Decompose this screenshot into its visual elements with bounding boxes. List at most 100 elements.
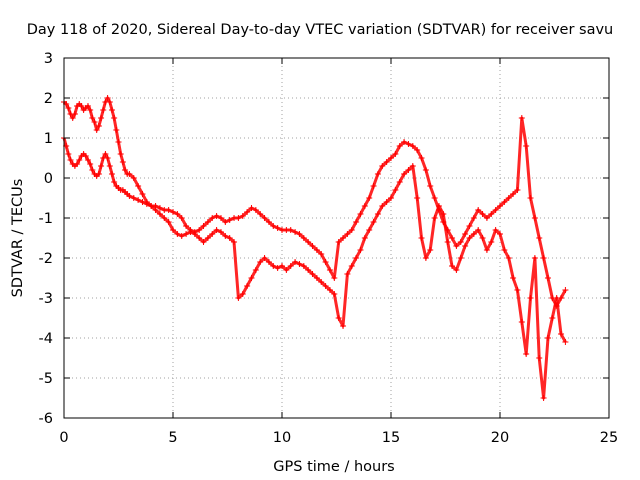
data-point	[74, 161, 81, 167]
series-trace	[62, 137, 567, 400]
data-point	[544, 275, 551, 281]
data-point	[370, 183, 377, 189]
y-tick-label: -5	[39, 371, 53, 387]
data-point	[135, 197, 142, 203]
data-point	[265, 219, 272, 225]
data-point	[483, 247, 490, 253]
data-point	[98, 115, 105, 121]
data-point	[170, 209, 176, 215]
data-point	[475, 207, 482, 213]
data-point	[170, 227, 176, 233]
data-point	[318, 251, 325, 257]
data-point	[265, 259, 272, 265]
data-point	[165, 219, 172, 225]
data-point	[135, 183, 142, 189]
data-point	[431, 215, 438, 221]
data-point	[370, 219, 377, 225]
data-point	[562, 339, 569, 345]
data-point	[357, 211, 364, 217]
data-point	[558, 331, 565, 337]
x-tick-label: 0	[59, 430, 68, 446]
data-point	[213, 227, 220, 233]
data-point	[65, 151, 72, 157]
data-point	[222, 219, 229, 225]
data-point	[76, 157, 83, 163]
data-point	[139, 191, 146, 197]
data-point	[396, 143, 403, 149]
data-point	[374, 171, 381, 177]
data-point	[279, 263, 285, 269]
data-point	[488, 239, 495, 245]
data-point	[111, 179, 118, 185]
y-tick-label: 1	[44, 131, 53, 147]
data-point	[444, 239, 451, 245]
data-point	[156, 211, 163, 217]
data-point	[183, 231, 190, 237]
data-point	[405, 167, 412, 173]
data-point	[261, 255, 268, 261]
data-point	[248, 205, 255, 211]
data-point	[518, 319, 525, 325]
data-point	[501, 247, 508, 253]
data-point	[405, 141, 412, 147]
data-point	[274, 265, 281, 271]
data-point	[270, 223, 277, 229]
data-point	[82, 153, 89, 159]
data-point	[383, 199, 390, 205]
data-point	[527, 195, 534, 201]
data-point	[536, 235, 543, 241]
data-point	[67, 157, 74, 163]
data-point	[222, 233, 229, 239]
data-point	[457, 255, 464, 261]
data-point	[331, 291, 338, 297]
data-point	[492, 227, 499, 233]
data-point	[344, 231, 351, 237]
data-point	[283, 267, 290, 273]
data-point	[544, 335, 551, 341]
data-point	[174, 211, 181, 217]
data-point	[108, 107, 115, 113]
data-point	[527, 295, 534, 301]
data-point	[401, 139, 408, 145]
y-tick-label: -4	[39, 331, 53, 347]
data-point	[383, 159, 390, 165]
data-point	[505, 255, 512, 261]
data-point	[388, 195, 394, 201]
data-point	[111, 115, 118, 121]
data-point	[418, 235, 425, 241]
data-point	[392, 151, 399, 157]
data-point	[209, 215, 216, 221]
data-point	[104, 95, 111, 101]
data-point	[287, 263, 294, 269]
data-point	[523, 351, 530, 357]
data-point	[562, 287, 569, 293]
data-point	[209, 231, 216, 237]
series-sdtvar-lower-trace	[61, 135, 569, 401]
data-point	[226, 217, 233, 223]
data-point	[540, 395, 547, 401]
data-point	[119, 159, 126, 165]
data-point	[431, 195, 438, 201]
data-point	[130, 195, 137, 201]
data-point	[470, 215, 477, 221]
data-point	[200, 239, 207, 245]
data-point	[414, 195, 421, 201]
data-point	[549, 315, 556, 321]
data-point	[418, 155, 425, 161]
data-point	[65, 105, 72, 111]
data-point	[344, 271, 351, 277]
data-point	[318, 279, 325, 285]
data-point	[257, 211, 264, 217]
data-point	[244, 283, 251, 289]
data-point	[326, 267, 333, 273]
data-point	[518, 115, 525, 121]
data-point	[396, 179, 403, 185]
y-tick-label: 2	[44, 91, 53, 107]
data-point	[183, 223, 190, 229]
data-point	[492, 207, 499, 213]
data-point	[84, 103, 91, 109]
data-point	[488, 211, 495, 217]
data-point	[71, 111, 78, 117]
data-point	[422, 255, 429, 261]
